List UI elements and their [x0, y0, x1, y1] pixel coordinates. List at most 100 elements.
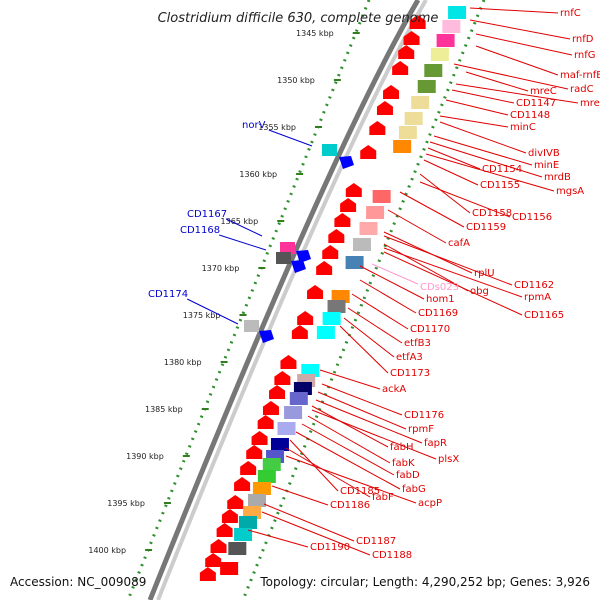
label-connector: [439, 115, 509, 128]
tick-label: 1345 kbp: [296, 29, 334, 38]
gene-label-rnfg: rnfG: [574, 50, 596, 61]
gene-label-rpma: rpmA: [524, 292, 551, 303]
forward-gene-arrow: [360, 145, 377, 159]
gene-block: [436, 34, 455, 47]
gene-block: [322, 144, 337, 156]
tick-label: 1350 kbp: [277, 76, 315, 85]
label-connector: [307, 415, 391, 464]
gene-label-cd1185: CD1185: [340, 486, 380, 497]
label-connector: [319, 369, 381, 390]
gene-label-radc: radC: [570, 84, 594, 95]
gene-labels: rnfCrnfDrnfGmaf-rnfBradCmreCmreB2CD1147C…: [148, 8, 600, 561]
gene-block: [430, 48, 449, 61]
gene-block: [424, 64, 443, 77]
gene-label-mrdb: mrdB: [544, 172, 571, 183]
tick-label: 1355 kbp: [258, 123, 296, 132]
gene-block: [284, 406, 303, 419]
forward-gene-arrow: [334, 213, 351, 227]
backbone-outer-line: [147, 0, 421, 600]
gene-label-cd1147: CD1147: [516, 98, 556, 109]
forward-gene-arrow: [274, 371, 291, 385]
gene-label-hom1: hom1: [426, 294, 455, 305]
gene-label-fabg: fabG: [402, 484, 426, 495]
gene-label-cd1158: CD1158: [472, 208, 512, 219]
gene-features: [199, 6, 467, 581]
gene-label-minc: minC: [510, 122, 536, 133]
label-connector: [219, 234, 267, 251]
tick-label: 1395 kbp: [107, 499, 145, 508]
gene-block: [327, 300, 346, 313]
gene-block: [243, 506, 262, 519]
label-connector: [445, 99, 509, 116]
gene-label-mgsa: mgsA: [556, 186, 584, 197]
tick-label: 1370 kbp: [202, 264, 240, 273]
gene-block: [277, 422, 296, 435]
forward-gene-arrow: [280, 355, 297, 369]
label-connector: [347, 307, 403, 344]
label-connector: [186, 298, 239, 325]
label-connector: [399, 191, 465, 228]
gene-label-mrec: mreC: [530, 86, 557, 97]
forward-gene-arrow: [307, 285, 324, 299]
gene-label-etfb3: etfB3: [404, 338, 431, 349]
map-title: Clostridium difficile 630, complete geno…: [158, 11, 439, 26]
label-connector: [295, 431, 401, 490]
gene-label-plsx: plsX: [438, 454, 459, 465]
label-connector: [383, 243, 469, 292]
label-connector: [301, 423, 395, 476]
gene-label-pink: CDs023: [420, 282, 459, 293]
forward-gene-arrow: [269, 385, 286, 399]
forward-gene-arrow: [322, 245, 339, 259]
gene-label-cd1174: CD1174: [148, 289, 188, 300]
gene-block: [262, 458, 281, 471]
gene-block: [393, 140, 412, 153]
label-connector: [439, 121, 527, 154]
gene-label-cd1168: CD1168: [180, 225, 220, 236]
gene-label-cd1167: CD1167: [187, 209, 227, 220]
label-connector: [225, 218, 263, 237]
tick-label: 1380 kbp: [164, 358, 202, 367]
accession-text: Accession: NC_009089: [10, 575, 146, 589]
gene-label-norv: norV: [242, 120, 266, 131]
forward-gene-arrow: [383, 85, 400, 99]
gene-label-fabh: fabH: [390, 442, 414, 453]
gene-block: [448, 6, 467, 19]
forward-gene-arrow: [369, 121, 386, 135]
label-connector: [285, 455, 417, 504]
label-connector: [469, 19, 571, 40]
gene-label-etfa3: etfA3: [396, 352, 423, 363]
label-connector: [315, 399, 423, 444]
gene-label-cd1156: CD1156: [512, 212, 552, 223]
gene-block: [244, 320, 259, 332]
gene-label-acka: ackA: [382, 384, 406, 395]
label-connector: [261, 511, 371, 556]
gene-block: [316, 326, 335, 339]
tick-label: 1385 kbp: [145, 405, 183, 414]
gene-label-divivb: divIVB: [528, 148, 560, 159]
backbone-inner-line: [156, 0, 428, 600]
label-connector: [419, 173, 471, 214]
forward-gene-arrow: [227, 495, 244, 509]
forward-gene-arrow: [340, 198, 357, 212]
label-connector: [475, 45, 559, 76]
tick-label: 1400 kbp: [88, 546, 126, 555]
forward-gene-arrow: [376, 101, 393, 115]
gene-label-cd1165: CD1165: [524, 310, 564, 321]
gene-label-maf-rnfb: maf-rnfB: [560, 70, 600, 81]
forward-gene-arrow: [251, 431, 268, 445]
tick-label: 1365 kbp: [221, 217, 259, 226]
gene-block: [289, 392, 308, 405]
gene-label-fapr: fapR: [424, 438, 447, 449]
gene-block: [442, 20, 461, 33]
label-connector: [387, 209, 447, 244]
forward-gene-arrow: [240, 461, 257, 475]
gene-label-rplu: rplU: [474, 268, 495, 279]
gene-block: [270, 438, 289, 451]
label-connectors: [186, 7, 579, 556]
genome-backbone: [147, 0, 428, 600]
label-connector: [321, 383, 403, 416]
label-connector: [339, 325, 389, 374]
gene-label-cd1190: CD1190: [310, 542, 350, 553]
gene-label-rpmf: rpmF: [408, 424, 434, 435]
forward-gene-arrow: [205, 553, 222, 567]
